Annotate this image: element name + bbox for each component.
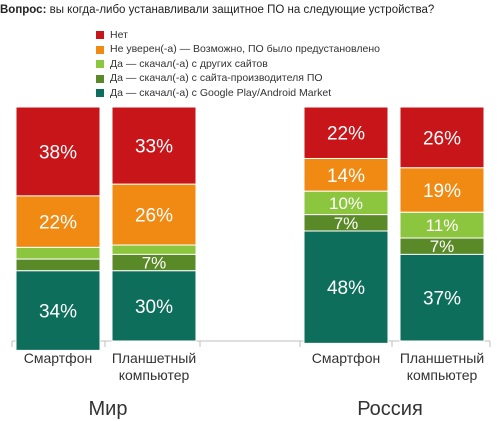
legend-swatch bbox=[96, 31, 104, 40]
bar-segment bbox=[303, 106, 389, 159]
data-label: 30% bbox=[135, 297, 173, 318]
data-label: 10% bbox=[329, 194, 363, 213]
data-label: 26% bbox=[423, 128, 461, 149]
data-label: 38% bbox=[39, 142, 77, 163]
bar-segment bbox=[303, 230, 389, 344]
bar-segment bbox=[399, 167, 485, 213]
data-label: 48% bbox=[327, 278, 365, 299]
bar-segment bbox=[303, 157, 389, 192]
data-label: 22% bbox=[39, 213, 77, 234]
legend-item: Да — скачал(-а) с сайта-производителя ПО bbox=[96, 72, 396, 87]
data-label: 14% bbox=[327, 166, 365, 187]
legend-item: Да — скачал(-а) с Google Play/Android Ma… bbox=[96, 86, 396, 101]
data-label: 37% bbox=[423, 289, 461, 310]
data-label: 34% bbox=[39, 302, 77, 323]
data-label: 33% bbox=[135, 137, 173, 158]
category-label: компьютер bbox=[119, 367, 190, 383]
bars-layer: 38%22%34%33%26%7%30%22%14%10%7%48%26%19%… bbox=[15, 106, 485, 351]
data-label: 7% bbox=[142, 254, 167, 273]
bar-segment bbox=[399, 253, 485, 342]
legend-label: Нет bbox=[110, 28, 128, 41]
legend-swatch bbox=[96, 74, 104, 83]
data-label: 7% bbox=[430, 237, 455, 256]
bar-segment bbox=[111, 183, 197, 246]
group-label-russia: Россия bbox=[357, 398, 423, 420]
bar-segment bbox=[111, 270, 197, 342]
legend-item: Не уверен(-а) — Возможно, ПО было предус… bbox=[96, 43, 396, 58]
bar-segment bbox=[15, 270, 101, 351]
chart-legend: Нет Не уверен(-а) — Возможно, ПО было пр… bbox=[96, 28, 396, 101]
bar-segment bbox=[111, 106, 197, 185]
legend-item: Нет bbox=[96, 28, 396, 43]
category-label: Планшетный bbox=[400, 350, 484, 366]
question-text: вы когда-либо устанавливали защитное ПО … bbox=[46, 4, 435, 16]
legend-swatch bbox=[96, 45, 104, 54]
legend-label: Не уверен(-а) — Возможно, ПО было предус… bbox=[110, 43, 380, 56]
bar-segment bbox=[15, 258, 101, 272]
bar-segment bbox=[15, 246, 101, 260]
legend-label: Да — скачал(-а) с других сайтов bbox=[110, 57, 268, 70]
data-label: 11% bbox=[426, 216, 459, 235]
data-label: 7% bbox=[334, 214, 359, 233]
group-label-world: Мир bbox=[88, 398, 128, 420]
legend-swatch bbox=[96, 60, 104, 69]
bar-segment bbox=[399, 211, 485, 239]
legend-label: Да — скачал(-а) с Google Play/Android Ma… bbox=[110, 86, 332, 99]
question-title: Вопрос: вы когда-либо устанавливали защи… bbox=[0, 4, 500, 16]
data-label: 26% bbox=[135, 206, 173, 227]
category-label: Смартфон bbox=[312, 350, 380, 366]
legend-label: Да — скачал(-а) с сайта-производителя ПО bbox=[110, 72, 323, 85]
data-label: 19% bbox=[423, 181, 461, 202]
legend-swatch bbox=[96, 89, 104, 98]
question-prefix: Вопрос: bbox=[0, 4, 47, 16]
data-label: 22% bbox=[327, 124, 365, 145]
category-label: Смартфон bbox=[24, 350, 92, 366]
legend-item: Да — скачал(-а) с других сайтов bbox=[96, 57, 396, 72]
category-label: компьютер bbox=[407, 367, 478, 383]
category-label: Планшетный bbox=[112, 350, 196, 366]
bar-segment bbox=[399, 106, 485, 169]
